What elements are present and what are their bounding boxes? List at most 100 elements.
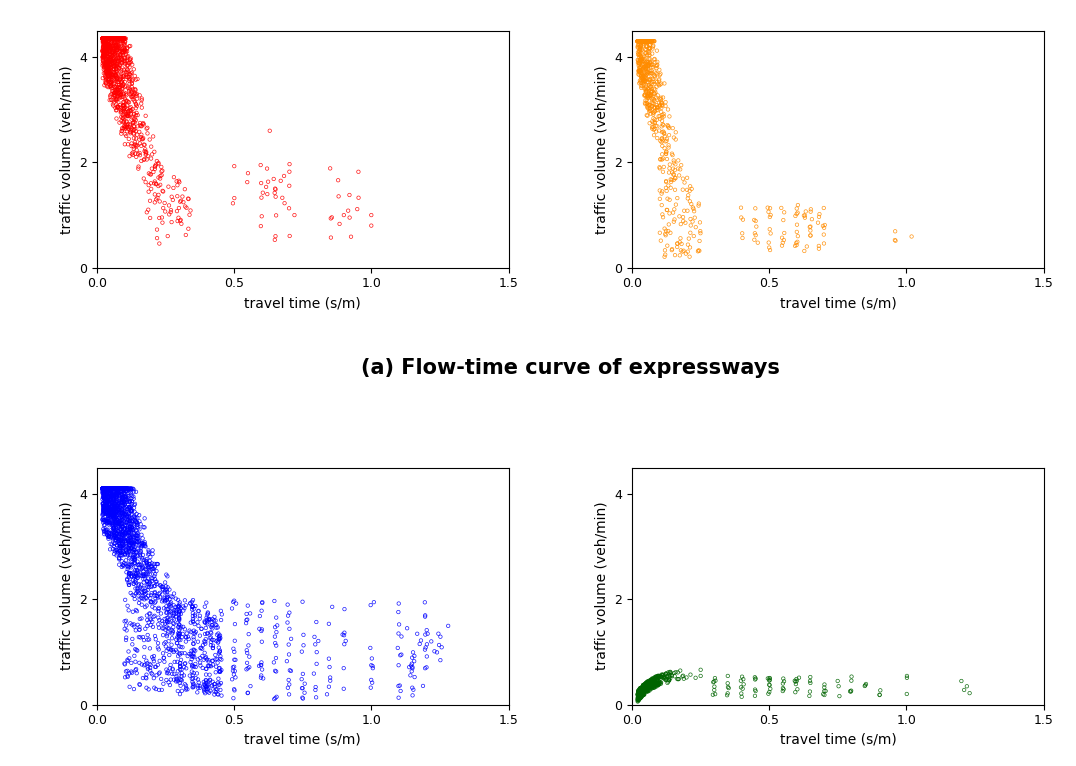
Point xyxy=(635,687,652,699)
Point xyxy=(194,650,211,662)
Point xyxy=(98,483,115,495)
Point xyxy=(110,34,127,47)
Point xyxy=(115,99,132,111)
Point xyxy=(98,60,115,72)
Point xyxy=(101,77,118,90)
Point xyxy=(104,32,122,44)
Point xyxy=(96,34,113,47)
Point xyxy=(102,483,119,495)
Point xyxy=(109,44,126,56)
Point xyxy=(103,78,121,90)
Point xyxy=(639,679,656,692)
Point xyxy=(126,620,143,633)
Point xyxy=(100,32,117,44)
Point xyxy=(123,561,140,574)
Point xyxy=(322,671,339,683)
Point xyxy=(212,614,229,626)
Point xyxy=(175,669,193,682)
Point xyxy=(365,596,382,608)
Point xyxy=(645,91,662,103)
Point xyxy=(96,32,113,44)
Point xyxy=(637,47,654,59)
Point xyxy=(363,209,380,221)
Point xyxy=(97,32,114,44)
Point xyxy=(111,32,128,44)
Point xyxy=(105,529,123,542)
Point xyxy=(109,33,126,45)
Point xyxy=(632,35,649,47)
Point xyxy=(105,529,123,541)
Point xyxy=(121,522,138,534)
Point xyxy=(95,32,112,44)
Point xyxy=(104,45,122,57)
Point xyxy=(96,483,113,495)
Point xyxy=(635,35,652,47)
Point xyxy=(183,660,200,672)
Point xyxy=(633,35,650,47)
Point xyxy=(142,596,159,608)
Point xyxy=(133,558,151,571)
Point xyxy=(109,483,126,495)
Point xyxy=(99,483,116,495)
Point xyxy=(102,32,119,44)
Point xyxy=(103,32,121,44)
Point xyxy=(631,692,648,704)
Point xyxy=(96,32,113,44)
Point xyxy=(102,508,119,520)
Point xyxy=(635,35,652,47)
Point xyxy=(97,499,114,512)
Point xyxy=(96,32,113,44)
Point xyxy=(115,506,132,519)
Point xyxy=(114,32,131,44)
Point xyxy=(98,32,115,44)
Point xyxy=(178,662,195,674)
Point xyxy=(646,679,663,691)
Point xyxy=(99,32,116,44)
Point xyxy=(633,35,650,47)
Point xyxy=(97,483,114,495)
Point xyxy=(632,35,649,47)
Point xyxy=(634,35,651,47)
Point xyxy=(104,483,122,495)
Point xyxy=(652,153,669,165)
Point xyxy=(642,676,660,688)
Point xyxy=(101,73,118,85)
Point xyxy=(111,483,128,495)
Point xyxy=(635,687,652,699)
Point xyxy=(126,113,143,126)
Point xyxy=(102,500,119,512)
Point xyxy=(96,483,113,495)
Point xyxy=(103,32,121,44)
Point xyxy=(142,607,159,620)
Point xyxy=(629,35,647,47)
Point xyxy=(103,41,121,54)
Point xyxy=(107,483,124,495)
Point xyxy=(131,117,148,129)
Point xyxy=(629,35,647,47)
Point xyxy=(99,483,116,495)
Point xyxy=(105,32,123,44)
Point xyxy=(100,32,117,44)
Point xyxy=(95,32,112,44)
Point xyxy=(101,32,118,44)
Point xyxy=(96,483,113,495)
Point xyxy=(117,120,134,133)
Point xyxy=(307,638,324,650)
Point xyxy=(651,676,668,688)
Point xyxy=(139,561,156,574)
Point xyxy=(109,545,126,557)
Point xyxy=(95,483,112,495)
Point xyxy=(99,32,116,44)
Point xyxy=(118,41,136,54)
Point xyxy=(631,38,648,51)
Point xyxy=(96,37,113,49)
Point xyxy=(96,483,113,495)
Point xyxy=(129,533,146,545)
Point xyxy=(101,483,118,495)
Point xyxy=(126,502,143,514)
Point xyxy=(99,59,116,71)
Point xyxy=(96,32,113,44)
Point xyxy=(98,32,115,44)
Point xyxy=(629,35,647,47)
Point xyxy=(122,54,139,66)
